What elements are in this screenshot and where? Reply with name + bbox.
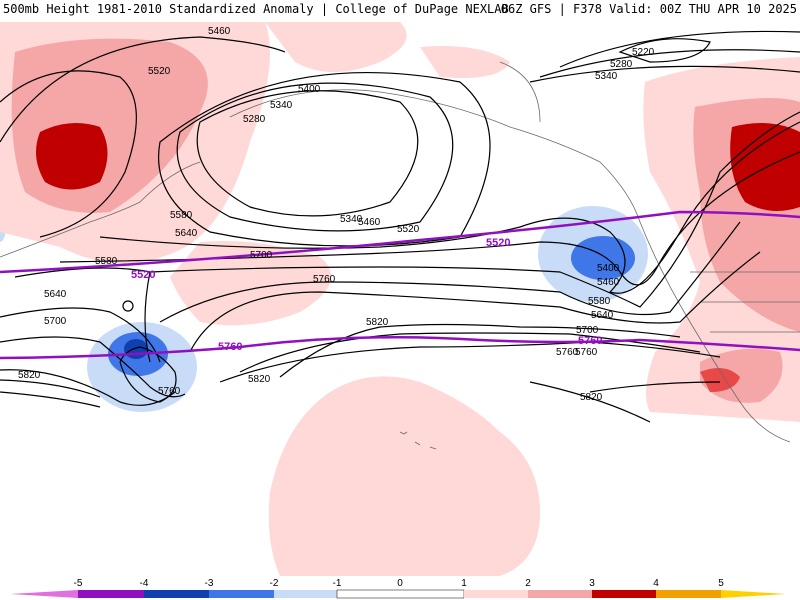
map-title: 500mb Height 1981-2010 Standardized Anom… [3, 2, 509, 16]
colorbar-tick-label: -4 [140, 578, 149, 589]
colorbar-tick-label: -5 [74, 578, 83, 589]
height-contours [0, 30, 800, 423]
colorbar-tick-label: 4 [653, 578, 659, 589]
colorbar-swatch [656, 590, 721, 598]
positive-anomaly-fill [0, 22, 800, 576]
climatology-labels: 5520 5520 5760 5760 [131, 237, 602, 353]
contour-label: 5760 [158, 386, 181, 397]
climo-label: 5520 [486, 237, 510, 249]
colorbar-swatches [10, 589, 786, 599]
contour-label: 5820 [18, 370, 41, 381]
contour-label: 5820 [366, 317, 389, 328]
colorbar-tick-label: -2 [270, 578, 279, 589]
colorbar-swatch [144, 590, 209, 598]
contour-label: 5340 [595, 71, 618, 82]
colorbar-ticks: -5 -4 -3 -2 -1 0 1 2 3 4 5 [74, 578, 725, 589]
anomaly-map: 5460 5520 5220 5280 5340 5400 5280 5340 … [0, 22, 800, 576]
colorbar-tick-label: 5 [718, 578, 724, 589]
contour-label: 5820 [580, 392, 603, 403]
contour-label: 5220 [632, 47, 655, 58]
contour-labels: 5460 5520 5220 5280 5340 5400 5280 5340 … [18, 26, 655, 403]
contour-label: 5520 [148, 66, 171, 77]
contour-label: 5760 [575, 347, 598, 358]
contour-label: 5700 [250, 250, 273, 261]
contour-label: 5460 [597, 277, 620, 288]
colorbar-tick-label: 1 [461, 578, 467, 589]
contour-label: 5580 [95, 256, 118, 267]
colorbar-tick-label: 3 [589, 578, 595, 589]
colorbar-swatch [528, 590, 592, 598]
colorbar-swatch [336, 589, 465, 599]
contour-label: 5700 [44, 316, 67, 327]
contour-label: 5520 [397, 224, 420, 235]
contour-label: 5760 [313, 274, 336, 285]
colorbar-swatch [78, 590, 144, 598]
climo-label: 5520 [131, 269, 155, 281]
contour-label: 5820 [248, 374, 271, 385]
colorbar-tick-label: -1 [333, 578, 342, 589]
colorbar-swatch [721, 590, 786, 598]
contour-label: 5460 [208, 26, 231, 37]
colorbar-tick-label: 0 [397, 578, 403, 589]
coastlines [0, 61, 800, 450]
anomaly-colorbar: -5 -4 -3 -2 -1 0 1 2 3 4 5 [10, 578, 786, 599]
contour-label: 5640 [591, 310, 614, 321]
contour-label: 5340 [340, 214, 363, 225]
contour-label: 5700 [576, 325, 599, 336]
contour-label: 5640 [175, 228, 198, 239]
colorbar-swatch [464, 590, 528, 598]
contour-label: 5760 [556, 347, 579, 358]
colorbar-swatch [592, 590, 656, 598]
contour-label: 5640 [44, 289, 67, 300]
model-run-label: 06Z GFS | F378 Valid: 00Z THU APR 10 202… [500, 2, 797, 16]
colorbar-swatch [274, 590, 337, 598]
colorbar-tick-label: -3 [205, 578, 214, 589]
contour-label: 5340 [270, 100, 293, 111]
contour-label: 5280 [610, 59, 633, 70]
contour-label: 5580 [170, 210, 193, 221]
colorbar-tick-label: 2 [525, 578, 531, 589]
climatology-contours [0, 210, 800, 360]
colorbar-swatch [10, 590, 78, 598]
contour-label: 5460 [358, 217, 381, 228]
contour-label: 5400 [298, 84, 321, 95]
climo-label: 5760 [578, 335, 602, 347]
climo-label: 5760 [218, 341, 242, 353]
colorbar-swatch [209, 590, 274, 598]
contour-label: 5280 [243, 114, 266, 125]
contour-label: 5400 [597, 263, 620, 274]
contour-label: 5580 [588, 296, 611, 307]
